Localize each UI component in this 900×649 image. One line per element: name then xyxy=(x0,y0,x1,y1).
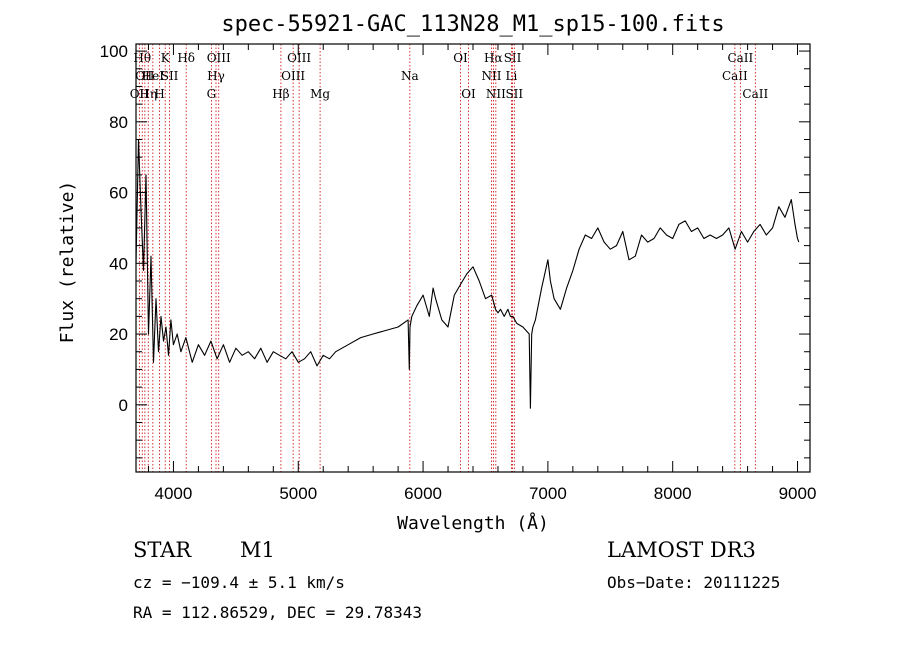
object-class: STAR xyxy=(133,538,192,562)
y-tick-label: 40 xyxy=(109,254,128,273)
line-marker-label-26: CaII xyxy=(727,51,753,65)
y-tick-label: 0 xyxy=(119,396,128,415)
line-marker-label-11: OIII xyxy=(207,51,231,65)
x-tick-label: 5000 xyxy=(279,484,317,503)
coordinates: RA = 112.86529, DEC = 29.78343 xyxy=(133,603,422,622)
line-marker-label-1: Hθ xyxy=(133,51,151,65)
axis-tick-labels: 4000 5000 6000 7000 8000 9000 0 20 40 60 80 100 xyxy=(100,42,817,503)
line-marker-label-6: K xyxy=(161,51,171,65)
x-tick-label: 7000 xyxy=(529,484,567,503)
line-marker-label-12: Hβ xyxy=(272,87,289,101)
x-tick-label: 8000 xyxy=(654,484,692,503)
chart-title: spec-55921-GAC_113N28_M1_sp15-100.fits xyxy=(221,12,724,37)
line-marker-label-25: CaII xyxy=(722,69,748,83)
object-subclass: M1 xyxy=(240,538,275,562)
line-marker-label-19: NII xyxy=(481,69,501,83)
x-tick-label: 4000 xyxy=(155,484,193,503)
y-axis-label: Flux (relative) xyxy=(57,181,78,344)
line-marker-label-16: Na xyxy=(401,69,419,83)
y-tick-label: 60 xyxy=(109,184,128,203)
line-marker-label-24: SII xyxy=(505,87,523,101)
line-markers: OIIHθOIIHηHeIHKSIIHδGHγOIIIHβOIIIOIIIMgN… xyxy=(130,44,768,472)
line-marker-label-9: G xyxy=(207,87,217,101)
line-marker-label-7: SII xyxy=(161,69,179,83)
y-tick-label: 80 xyxy=(109,113,128,132)
plot-frame xyxy=(135,43,811,473)
series-line-spectrum xyxy=(135,138,800,409)
line-marker-label-18: OI xyxy=(461,87,476,101)
x-axis-label: Wavelength (Å) xyxy=(397,512,549,534)
line-marker-label-0: OII xyxy=(130,87,150,101)
y-tick-label: 100 xyxy=(100,42,128,61)
survey-name: LAMOST DR3 xyxy=(607,538,756,562)
x-tick-label: 9000 xyxy=(779,484,817,503)
line-marker-label-10: Hγ xyxy=(207,69,225,83)
line-marker-label-23: SII xyxy=(504,51,522,65)
line-marker-label-22: Li xyxy=(506,69,518,83)
observation-date: Obs−Date: 20111225 xyxy=(607,573,781,592)
line-marker-label-4: HeI xyxy=(142,69,165,83)
y-tick-label: 20 xyxy=(109,325,128,344)
line-marker-label-14: OIII xyxy=(287,51,311,65)
line-marker-label-27: CaII xyxy=(742,87,768,101)
line-marker-label-21: NII xyxy=(486,87,506,101)
x-tick-label: 6000 xyxy=(404,484,442,503)
line-marker-label-5: H xyxy=(154,87,164,101)
line-marker-label-20: Hα xyxy=(484,51,503,65)
line-marker-label-13: OIII xyxy=(281,69,305,83)
redshift-cz: cz = −109.4 ± 5.1 km/s xyxy=(133,573,345,592)
line-marker-label-8: Hδ xyxy=(177,51,195,65)
line-marker-label-17: OI xyxy=(453,51,468,65)
axis-ticks xyxy=(136,44,810,472)
line-marker-label-2: OII xyxy=(135,69,155,83)
line-marker-label-15: Mg xyxy=(310,87,330,101)
